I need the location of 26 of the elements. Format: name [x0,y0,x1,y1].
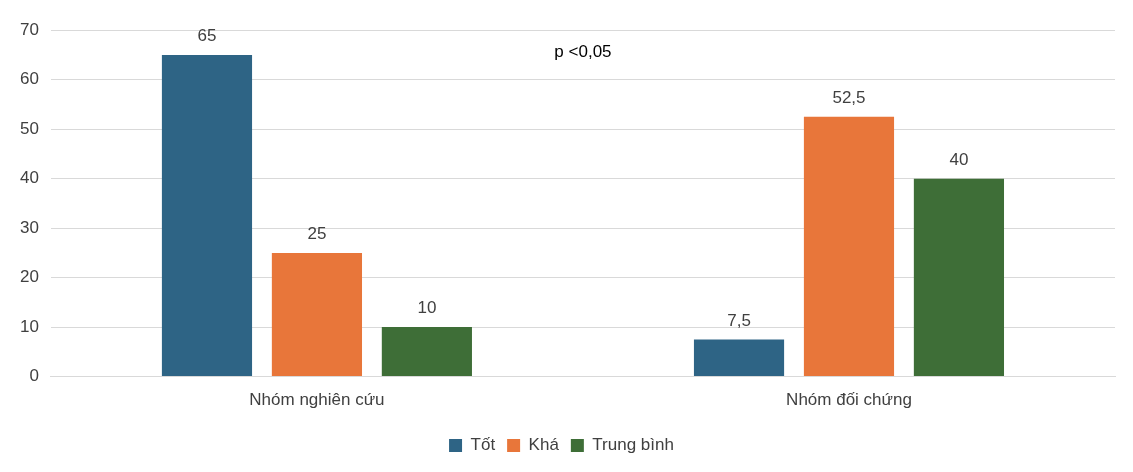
legend-label: Tốt [470,435,496,455]
y-tick-label: 40 [19,168,39,188]
bar [271,252,363,377]
data-label: 7,5 [727,310,751,330]
y-tick-label: 20 [19,267,39,287]
data-label: 25 [307,224,327,244]
bar [381,327,472,377]
y-tick-label: 70 [19,19,39,39]
annotation: p <0,05 [554,41,612,61]
bar [913,178,1005,377]
y-tick-label: 0 [29,366,39,386]
data-label: 40 [949,149,969,169]
y-tick-label: 50 [19,118,39,138]
data-label: 65 [197,26,217,46]
x-tick-label: Nhóm nghiên cứu [249,390,385,410]
data-label: 52,5 [832,87,866,107]
y-tick-label: 30 [19,217,39,237]
bar [693,339,785,377]
y-tick-label: 60 [19,69,39,89]
y-tick-label: 10 [19,316,39,336]
bar [161,54,253,377]
legend-label: Khá [528,435,560,455]
legend-label: Trung bình [592,435,674,455]
data-label: 10 [417,298,437,318]
bar [803,116,895,377]
x-tick-label: Nhóm đối chứng [786,390,912,410]
